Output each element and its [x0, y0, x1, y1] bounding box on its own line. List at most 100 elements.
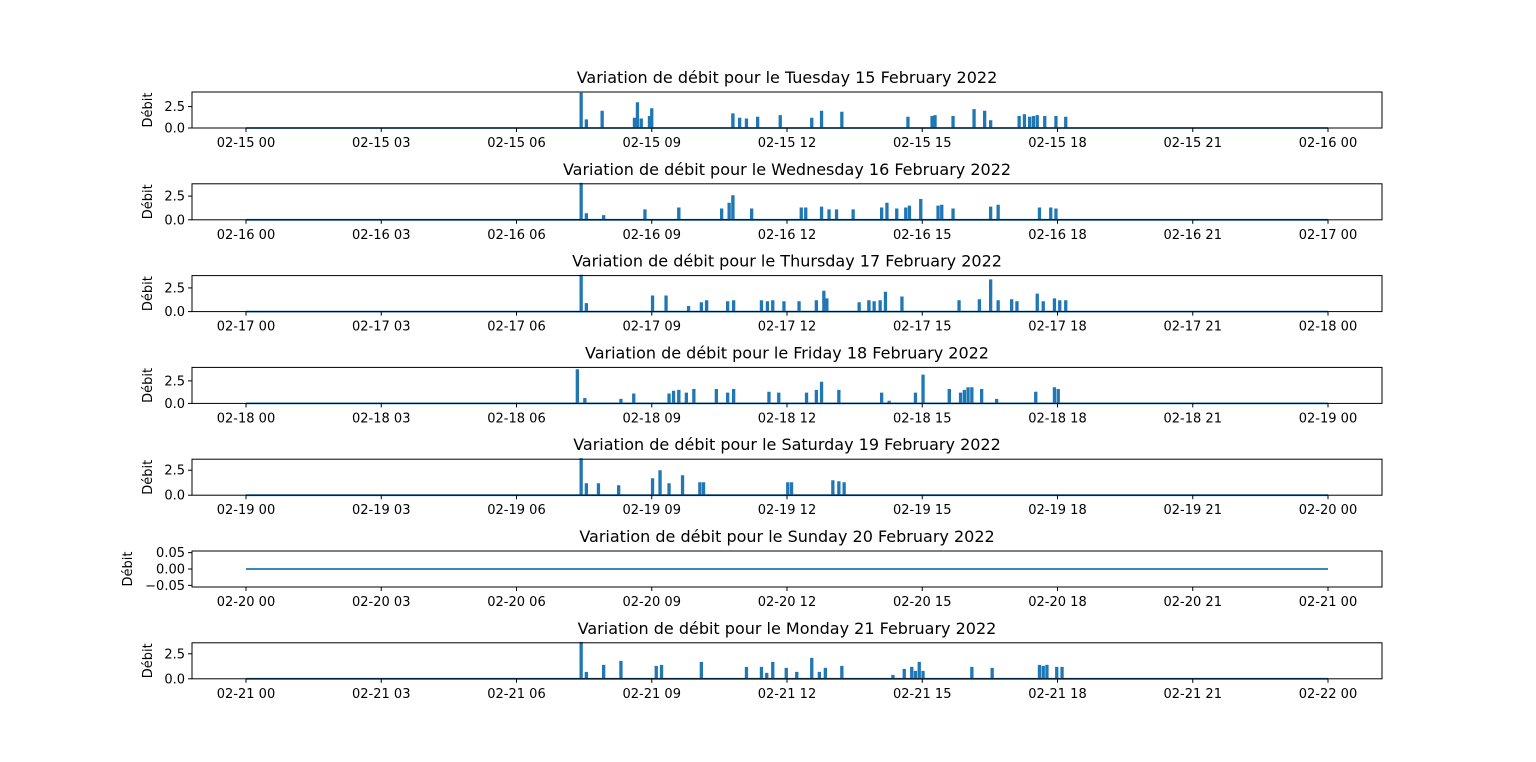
y-tick-label: 0.0	[164, 489, 185, 504]
x-tick-label: 02-19 09	[623, 503, 681, 518]
y-tick-label: −0.05	[145, 579, 185, 594]
y-tick-label: 2.5	[164, 281, 185, 296]
y-tick-label: 0.0	[164, 397, 185, 412]
series-line	[246, 92, 1328, 129]
x-tick-label: 02-17 09	[623, 320, 681, 335]
x-tick-label: 02-20 00	[217, 595, 275, 610]
y-tick-label: 0.0	[164, 122, 185, 137]
x-tick-label: 02-19 00	[1299, 411, 1357, 426]
y-tick-label: 2.5	[164, 647, 185, 662]
x-tick-label: 02-17 18	[1028, 320, 1086, 335]
x-tick-label: 02-20 09	[623, 595, 681, 610]
x-tick-label: 02-21 09	[623, 687, 681, 702]
y-axis-label: Débit	[141, 93, 156, 128]
y-axis-label: Débit	[141, 368, 156, 403]
x-tick-label: 02-15 12	[758, 136, 816, 151]
x-tick-label: 02-21 00	[1299, 595, 1357, 610]
x-tick-label: 02-20 00	[1299, 503, 1357, 518]
x-tick-label: 02-15 15	[893, 136, 951, 151]
x-tick-label: 02-19 12	[758, 503, 816, 518]
x-tick-label: 02-16 18	[1028, 228, 1086, 243]
subplot-1: Variation de débit pour le Tuesday 15 Fe…	[141, 68, 1383, 151]
subplot-title: Variation de débit pour le Monday 21 Feb…	[578, 619, 997, 638]
y-axis-label: Débit	[141, 276, 156, 311]
x-tick-label: 02-20 03	[352, 595, 410, 610]
x-tick-label: 02-16 21	[1164, 228, 1222, 243]
x-tick-label: 02-19 21	[1164, 503, 1222, 518]
x-tick-label: 02-20 06	[487, 595, 545, 610]
axes-frame	[191, 91, 1383, 129]
series-line	[246, 274, 1328, 313]
y-axis-label: Débit	[141, 643, 156, 678]
x-tick-label: 02-18 15	[893, 411, 951, 426]
series-line	[246, 369, 1328, 405]
axes-frame	[191, 366, 1383, 404]
subplot-4: Variation de débit pour le Friday 18 Feb…	[141, 343, 1383, 426]
x-tick-label: 02-18 12	[758, 411, 816, 426]
x-tick-label: 02-20 18	[1028, 595, 1086, 610]
subplot-title: Variation de débit pour le Tuesday 15 Fe…	[577, 68, 998, 87]
x-tick-label: 02-20 21	[1164, 595, 1222, 610]
x-tick-label: 02-18 09	[623, 411, 681, 426]
x-tick-label: 02-15 00	[217, 136, 275, 151]
x-tick-label: 02-17 00	[1299, 228, 1357, 243]
x-tick-label: 02-16 12	[758, 228, 816, 243]
x-tick-label: 02-16 15	[893, 228, 951, 243]
series-line	[246, 458, 1328, 497]
x-tick-label: 02-17 15	[893, 320, 951, 335]
x-tick-label: 02-19 00	[217, 503, 275, 518]
x-tick-label: 02-18 00	[217, 411, 275, 426]
x-tick-label: 02-18 18	[1028, 411, 1086, 426]
x-tick-label: 02-20 12	[758, 595, 816, 610]
x-tick-label: 02-15 03	[352, 136, 410, 151]
x-tick-label: 02-15 21	[1164, 136, 1222, 151]
series-line	[246, 182, 1328, 221]
x-tick-label: 02-17 03	[352, 320, 410, 335]
y-tick-label: 2.5	[164, 100, 185, 115]
subplot-title: Variation de débit pour le Thursday 17 F…	[572, 252, 1002, 271]
x-tick-label: 02-16 00	[1299, 136, 1357, 151]
x-tick-label: 02-16 09	[623, 228, 681, 243]
subplot-6: Variation de débit pour le Sunday 20 Feb…	[121, 527, 1383, 610]
x-tick-label: 02-17 12	[758, 320, 816, 335]
axes-frame	[191, 183, 1383, 221]
x-tick-label: 02-18 06	[487, 411, 545, 426]
subplot-title: Variation de débit pour le Wednesday 16 …	[563, 160, 1011, 179]
subplot-title: Variation de débit pour le Saturday 19 F…	[573, 435, 1001, 454]
subplot-2: Variation de débit pour le Wednesday 16 …	[141, 160, 1383, 243]
y-axis-label: Débit	[121, 552, 136, 587]
x-tick-label: 02-19 03	[352, 503, 410, 518]
x-tick-label: 02-18 21	[1164, 411, 1222, 426]
subplot-3: Variation de débit pour le Thursday 17 F…	[141, 252, 1383, 335]
x-tick-label: 02-21 06	[487, 687, 545, 702]
series-line	[246, 641, 1328, 680]
y-tick-label: 2.5	[164, 464, 185, 479]
x-tick-label: 02-16 03	[352, 228, 410, 243]
subplot-title: Variation de débit pour le Sunday 20 Feb…	[579, 527, 994, 546]
x-tick-label: 02-16 06	[487, 228, 545, 243]
y-tick-label: 0.05	[156, 546, 185, 561]
x-tick-label: 02-21 03	[352, 687, 410, 702]
subplot-5: Variation de débit pour le Saturday 19 F…	[141, 435, 1383, 518]
x-tick-label: 02-21 18	[1028, 687, 1086, 702]
x-tick-label: 02-15 06	[487, 136, 545, 151]
x-tick-label: 02-15 09	[623, 136, 681, 151]
x-tick-label: 02-17 06	[487, 320, 545, 335]
x-tick-label: 02-17 00	[217, 320, 275, 335]
x-tick-label: 02-19 18	[1028, 503, 1086, 518]
y-tick-label: 2.5	[164, 374, 185, 389]
x-tick-label: 02-21 21	[1164, 687, 1222, 702]
x-tick-label: 02-18 03	[352, 411, 410, 426]
y-axis-label: Débit	[141, 460, 156, 495]
y-tick-label: 0.0	[164, 672, 185, 687]
subplot-title: Variation de débit pour le Friday 18 Feb…	[585, 343, 989, 362]
x-tick-label: 02-22 00	[1299, 687, 1357, 702]
y-tick-label: 2.5	[164, 190, 185, 205]
x-tick-label: 02-15 18	[1028, 136, 1086, 151]
subplot-7: Variation de débit pour le Monday 21 Feb…	[141, 619, 1383, 702]
x-tick-label: 02-18 00	[1299, 320, 1357, 335]
x-tick-label: 02-16 00	[217, 228, 275, 243]
x-tick-label: 02-20 15	[893, 595, 951, 610]
y-tick-label: 0.0	[164, 305, 185, 320]
